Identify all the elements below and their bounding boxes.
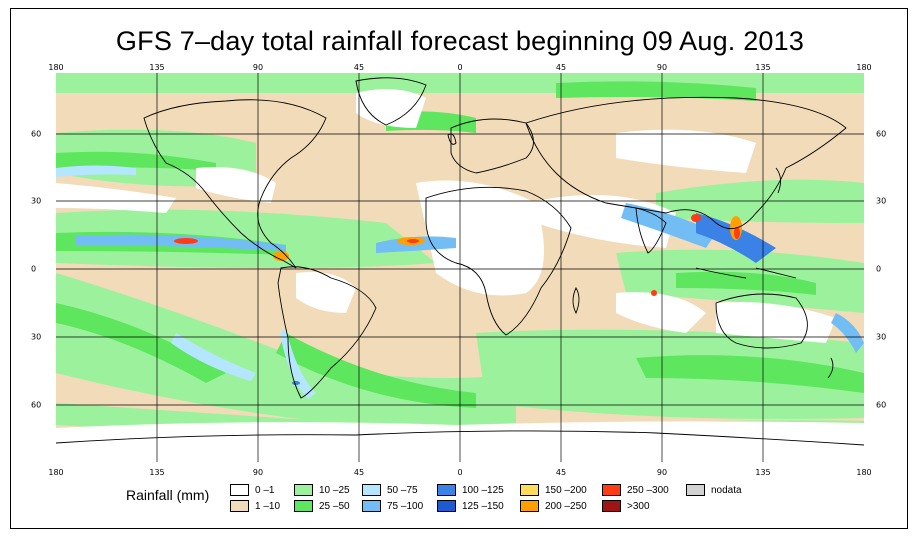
lon-tick-bottom: 90 — [656, 468, 668, 477]
graticule — [56, 73, 864, 462]
legend-label-50-75: 50 –75 — [387, 485, 418, 496]
legend-swatch-10-25 — [294, 484, 313, 496]
lon-tick-bottom: 180 — [48, 468, 64, 477]
lat-tick-left: 0 — [31, 264, 37, 274]
lon-tick-top: 45 — [555, 63, 567, 72]
lat-tick-left: 60 — [31, 129, 42, 139]
legend-swatch-50-75 — [362, 484, 381, 496]
legend-title: Rainfall (mm) — [126, 487, 210, 503]
legend-swatch-150-200 — [520, 484, 539, 496]
lon-tick-bottom: 180 — [856, 468, 872, 477]
legend-swatch-100-125 — [437, 484, 456, 496]
lat-tick-left: 30 — [31, 332, 42, 342]
lon-tick-bottom: 45 — [555, 468, 567, 477]
legend-label-100-125: 100 –125 — [462, 485, 504, 496]
legend-label-10-25: 10 –25 — [319, 485, 350, 496]
lon-tick-bottom: 0 — [457, 468, 463, 477]
lat-tick-right: 60 — [876, 400, 887, 410]
lat-tick-right: 60 — [876, 129, 887, 139]
lon-tick-top: 0 — [457, 63, 463, 72]
lon-tick-top: 135 — [755, 63, 771, 72]
lon-tick-bottom: 135 — [149, 468, 165, 477]
legend-swatch-nodata — [686, 484, 705, 496]
lon-tick-top: 135 — [149, 63, 165, 72]
legend-swatch-250-300 — [602, 484, 621, 496]
lat-tick-right: 0 — [876, 264, 882, 274]
legend-swatch-over-300 — [602, 500, 621, 512]
lat-tick-left: 30 — [31, 196, 42, 206]
lon-tick-bottom: 45 — [353, 468, 365, 477]
legend-swatch-75-100 — [362, 500, 381, 512]
lon-tick-top: 180 — [856, 63, 872, 72]
map-title: GFS 7–day total rainfall forecast beginn… — [115, 26, 805, 56]
rainfall-map — [56, 73, 864, 462]
lon-tick-bottom: 135 — [755, 468, 771, 477]
legend-label-75-100: 75 –100 — [387, 501, 424, 512]
legend-label-150-200: 150 –200 — [545, 485, 587, 496]
lon-tick-top: 90 — [252, 63, 264, 72]
legend-label-over-300: >300 — [627, 501, 650, 512]
lon-tick-top: 45 — [353, 63, 365, 72]
lon-tick-bottom: 90 — [252, 468, 264, 477]
legend-label-1-10: 1 –10 — [255, 501, 281, 512]
lat-tick-right: 30 — [876, 332, 887, 342]
legend-label-0-1: 0 –1 — [255, 485, 275, 496]
legend-swatch-125-150 — [437, 500, 456, 512]
legend-label-125-150: 125 –150 — [462, 501, 504, 512]
lon-tick-top: 90 — [656, 63, 668, 72]
lat-tick-left: 60 — [31, 400, 42, 410]
lon-tick-top: 180 — [48, 63, 64, 72]
legend-label-nodata: nodata — [711, 485, 742, 496]
legend-label-25-50: 25 –50 — [319, 501, 350, 512]
lat-tick-right: 30 — [876, 196, 887, 206]
legend-label-250-300: 250 –300 — [627, 485, 669, 496]
legend-swatch-25-50 — [294, 500, 313, 512]
coastlines — [56, 77, 864, 446]
legend-swatch-1-10 — [230, 500, 249, 512]
legend-swatch-200-250 — [520, 500, 539, 512]
legend-swatch-0-1 — [230, 484, 249, 496]
figure-frame — [10, 8, 908, 529]
legend-label-200-250: 200 –250 — [545, 501, 587, 512]
